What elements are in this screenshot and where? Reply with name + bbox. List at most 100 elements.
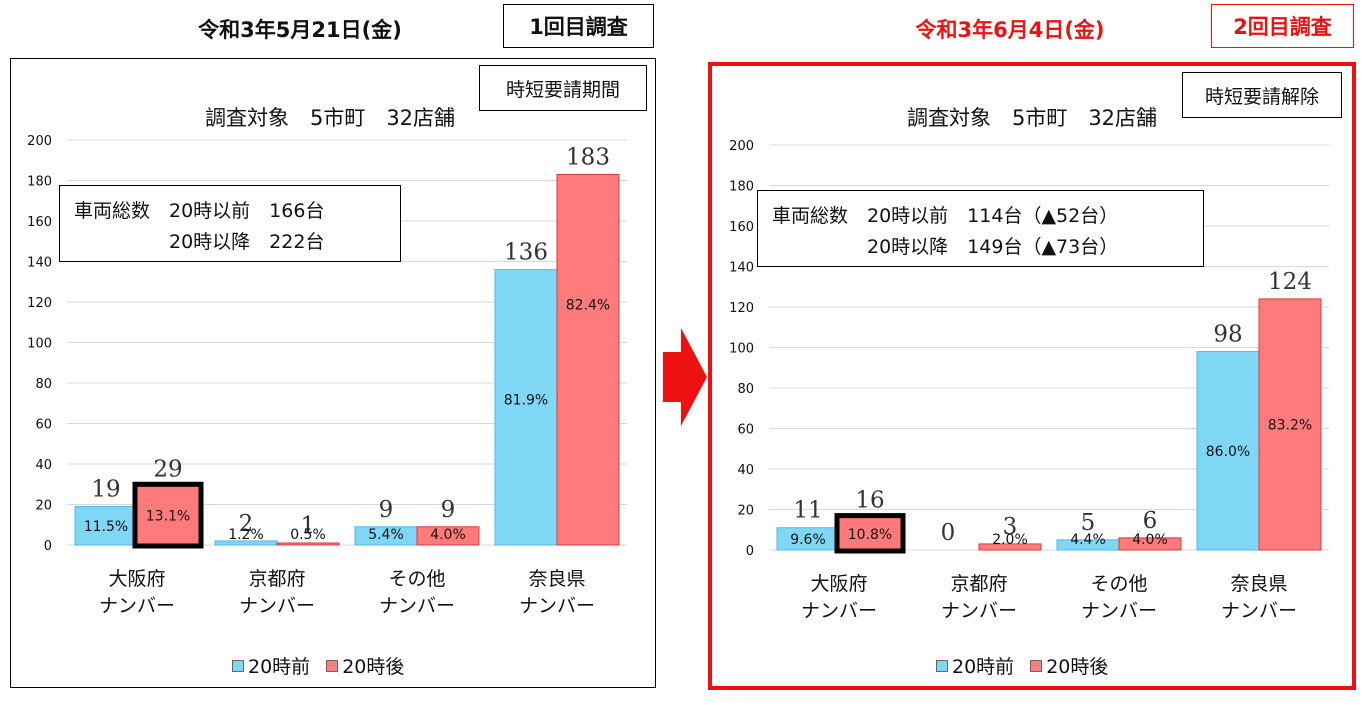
y-tick-label: 0: [44, 539, 52, 554]
percent-label: 86.0%: [1206, 444, 1250, 460]
panel2-frame: [708, 62, 1356, 690]
data-label: 3: [1003, 514, 1018, 540]
data-label: 1: [301, 513, 316, 539]
panel1-chart-title: 調査対象 5市町 32店舗: [204, 106, 456, 130]
y-tick-label: 180: [27, 175, 52, 190]
category-label: ナンバー: [1221, 600, 1297, 622]
panel2-legend: 20時前 20時後: [936, 652, 1108, 679]
legend-swatch-after: [326, 659, 339, 672]
legend-label-after: 20時後: [1046, 656, 1109, 678]
legend-swatch-before: [232, 659, 244, 672]
panel1-status-label: 時短要請期間: [479, 65, 647, 111]
data-label: 2: [239, 511, 254, 537]
panel2-vehicle-summary: 車両総数 20時以前 114台（▲52台） 20時以降 149台（▲73台）: [757, 190, 1204, 267]
percent-label: 4.4%: [1070, 532, 1106, 548]
panel1-summary-line2: 20時以降 222台: [74, 231, 325, 253]
category-label: ナンバー: [941, 600, 1017, 622]
bar: [1196, 351, 1260, 551]
y-tick-label: 60: [737, 423, 754, 438]
percent-label: 10.8%: [848, 527, 892, 543]
data-label: 16: [855, 488, 884, 514]
category-label: 奈良県: [528, 568, 585, 590]
data-label: 6: [1143, 508, 1158, 534]
highlight-frame: [132, 481, 204, 549]
bar: [838, 517, 902, 551]
panel1-date: 令和3年5月21日(金): [198, 18, 402, 42]
bar: [556, 173, 620, 546]
y-tick-label: 120: [729, 301, 754, 316]
percent-label: 83.2%: [1268, 417, 1312, 433]
y-tick-label: 160: [729, 220, 754, 235]
category-label: ナンバー: [379, 595, 455, 617]
data-label: 5: [1081, 510, 1096, 536]
legend-label-before: 20時前: [952, 656, 1015, 678]
bar: [136, 485, 200, 546]
category-label: ナンバー: [519, 595, 595, 617]
category-label: ナンバー: [1081, 600, 1157, 622]
panel2-chart: 020406080100120140160180200119.6%1610.8%…: [729, 139, 1329, 622]
data-label: 19: [91, 477, 120, 503]
bar: [276, 542, 340, 546]
y-tick-label: 140: [27, 256, 52, 271]
y-tick-label: 80: [737, 382, 754, 397]
percent-label: 4.0%: [430, 527, 466, 543]
percent-label: 2.0%: [992, 532, 1028, 548]
percent-label: 13.1%: [146, 509, 190, 525]
percent-label: 4.0%: [1132, 532, 1168, 548]
bar: [1258, 298, 1322, 551]
data-label: 183: [566, 144, 610, 170]
category-label: その他: [1090, 573, 1147, 595]
panel1-legend: 20時前 20時後: [232, 652, 404, 679]
panel1-vehicle-summary: 車両総数 20時以前 166台 20時以降 222台: [59, 185, 401, 262]
highlight-frame: [834, 513, 906, 554]
y-tick-label: 40: [35, 458, 52, 473]
panel1-survey-label: 1回目調査: [503, 4, 654, 48]
legend-swatch-before: [936, 659, 948, 672]
percent-label: 81.9%: [504, 393, 548, 409]
panel1-chart: 0204060801001201401601802001911.5%2913.1…: [27, 134, 627, 617]
y-tick-label: 140: [729, 261, 754, 276]
category-label: ナンバー: [99, 595, 175, 617]
right-arrow-icon: [663, 328, 707, 426]
y-tick-label: 80: [35, 377, 52, 392]
percent-label: 5.4%: [368, 527, 404, 543]
panel1-summary-line1: 車両総数 20時以前 166台: [74, 200, 325, 222]
legend-label-after: 20時後: [342, 656, 405, 678]
category-label: 京都府: [248, 568, 305, 590]
y-tick-label: 180: [729, 180, 754, 195]
data-label: 0: [941, 520, 956, 546]
percent-label: 1.2%: [228, 527, 264, 543]
category-label: 奈良県: [1230, 573, 1287, 595]
legend-item-before: 20時前: [936, 652, 1014, 679]
legend-swatch-after: [1030, 659, 1043, 672]
panel2-status-label: 時短要請解除: [1182, 72, 1342, 118]
y-tick-label: 120: [27, 296, 52, 311]
data-label: 136: [504, 240, 548, 266]
legend-label-before: 20時前: [248, 656, 311, 678]
data-label: 9: [379, 497, 394, 523]
data-label: 9: [441, 497, 456, 523]
legend-item-after: 20時後: [1030, 652, 1108, 679]
category-label: ナンバー: [801, 600, 877, 622]
panel2-date: 令和3年6月4日(金): [915, 18, 1105, 42]
percent-label: 9.6%: [790, 532, 826, 548]
legend-item-before: 20時前: [232, 652, 310, 679]
y-tick-label: 60: [35, 418, 52, 433]
panel2-summary-line1: 車両総数 20時以前 114台（▲52台）: [772, 205, 1119, 227]
category-label: ナンバー: [239, 595, 315, 617]
y-tick-label: 100: [27, 337, 52, 352]
panel2-summary-line2: 20時以降 149台（▲73台）: [772, 236, 1119, 258]
category-label: 大阪府: [108, 568, 165, 590]
y-tick-label: 0: [746, 544, 754, 559]
y-tick-label: 20: [737, 504, 754, 519]
y-tick-label: 200: [729, 139, 754, 154]
category-label: その他: [388, 568, 445, 590]
data-label: 11: [793, 498, 822, 524]
y-tick-label: 40: [737, 463, 754, 478]
y-tick-label: 160: [27, 215, 52, 230]
bar: [494, 269, 558, 546]
y-tick-label: 200: [27, 134, 52, 149]
percent-label: 11.5%: [84, 519, 128, 535]
legend-item-after: 20時後: [326, 652, 404, 679]
bar: [416, 526, 480, 546]
